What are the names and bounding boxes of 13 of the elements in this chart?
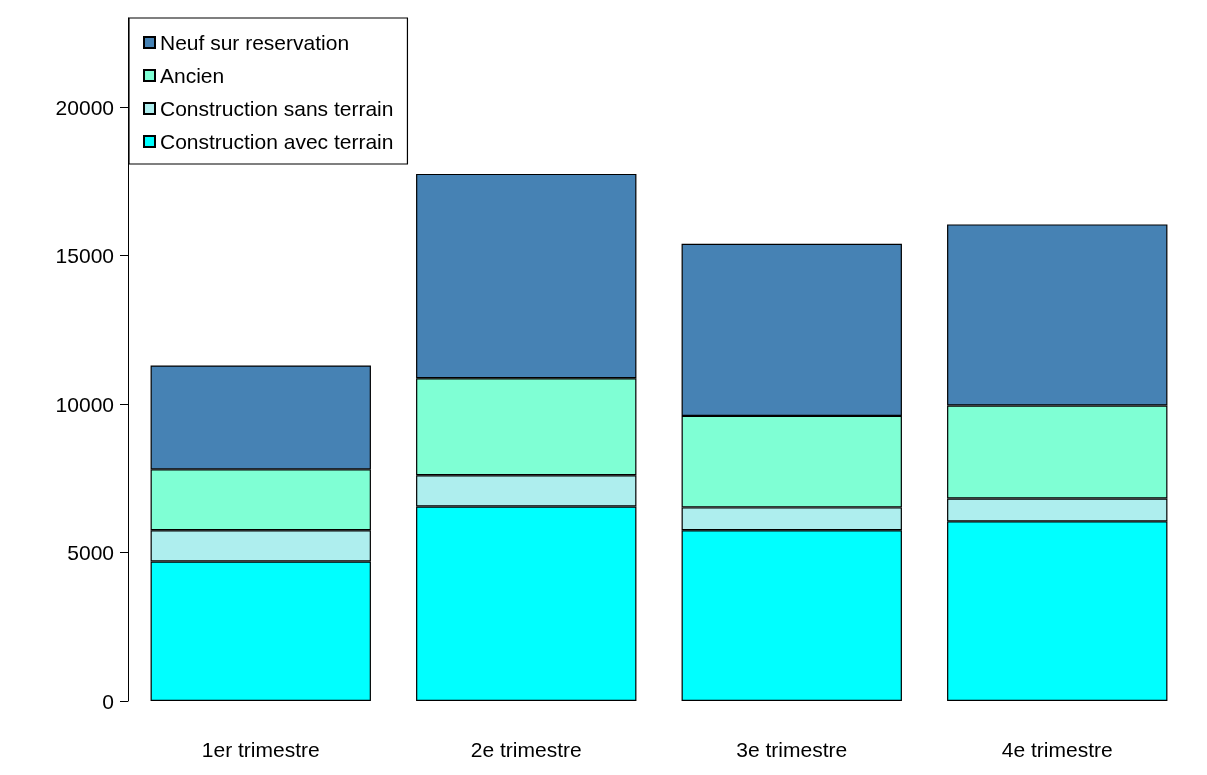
y-tick-label: 10000	[55, 392, 114, 416]
y-tick-label: 5000	[67, 541, 114, 565]
x-tick-label: 1er trimestre	[201, 738, 320, 761]
x-tick-label: 3e trimestre	[736, 738, 848, 761]
legend-label: Ancien	[160, 64, 225, 87]
legend-label: Neuf sur reservation	[160, 31, 350, 54]
y-tick-label: 20000	[55, 95, 114, 119]
y-tick-label: 15000	[55, 244, 114, 268]
x-tick-label: 2e trimestre	[470, 738, 582, 761]
legend-label: Construction avec terrain	[160, 130, 394, 153]
y-tick-label: 0	[102, 689, 114, 713]
x-tick-label: 4e trimestre	[1001, 738, 1113, 761]
legend-label: Construction sans terrain	[160, 97, 394, 120]
